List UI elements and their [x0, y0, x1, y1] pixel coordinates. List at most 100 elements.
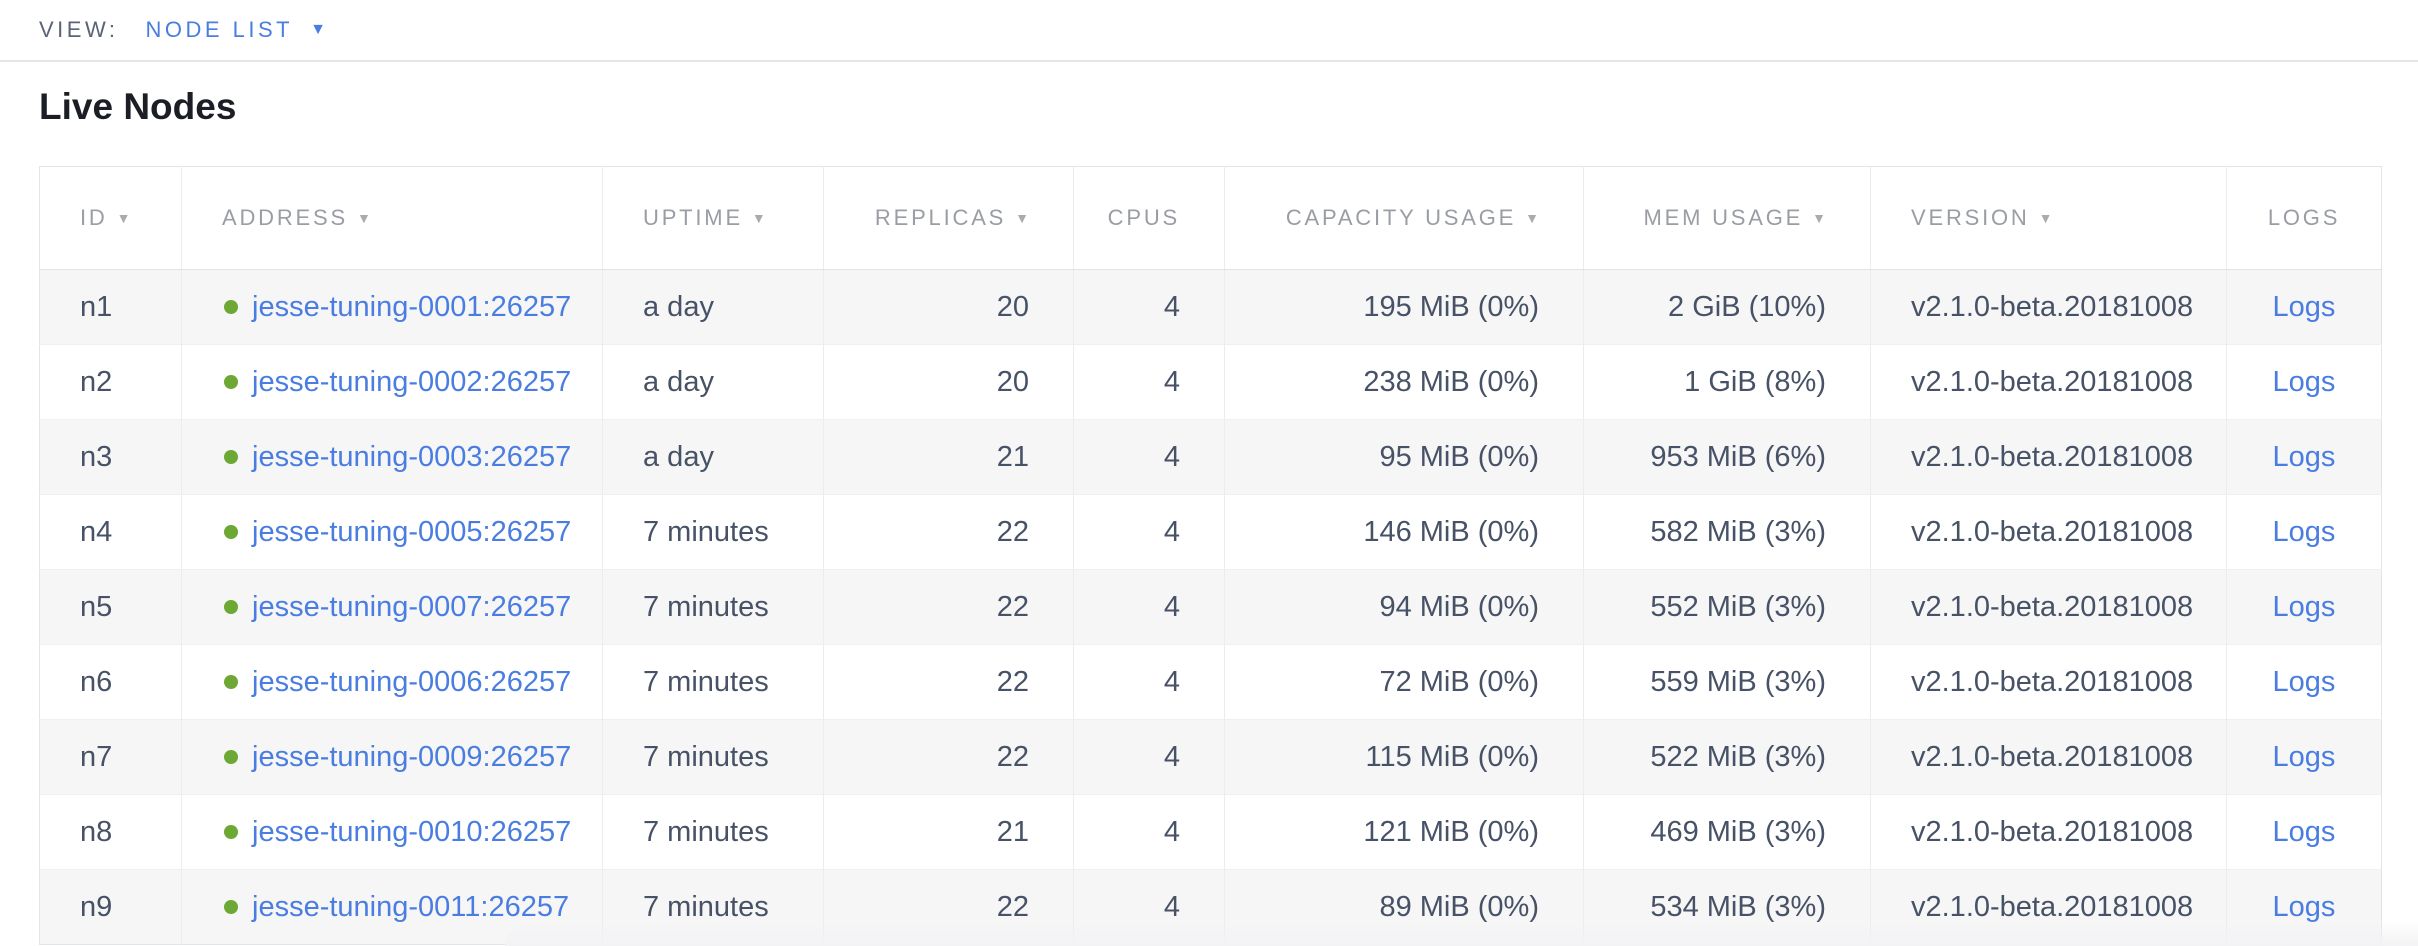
column-header-cpus: CPUS — [1073, 166, 1225, 270]
node-id-cell: n8 — [40, 795, 182, 870]
column-header-label: REPLICAS — [874, 205, 1007, 230]
node-replicas-cell: 20 — [823, 344, 1074, 420]
node-mem-usage: 2 GiB (10%) — [1668, 290, 1826, 323]
node-version-cell: v2.1.0-beta.20181008 — [1870, 269, 2227, 345]
node-cpus: 4 — [1163, 890, 1180, 923]
column-header-label: MEM USAGE — [1643, 205, 1804, 230]
column-header-id[interactable]: ID ▼ — [39, 166, 182, 270]
node-replicas-cell: 21 — [823, 419, 1074, 495]
node-replicas: 21 — [996, 440, 1029, 473]
column-header-label: LOGS — [2267, 205, 2341, 230]
node-capacity-usage-cell: 238 MiB (0%) — [1224, 344, 1584, 420]
node-id: n3 — [80, 440, 113, 473]
logs-link[interactable]: Logs — [2272, 890, 2336, 923]
node-logs-cell: Logs — [2226, 419, 2382, 495]
column-header-label: ID — [80, 205, 108, 230]
live-nodes-table: ID ▼ ADDRESS ▼ UPTIME ▼ REPLICAS ▼ CPUS CAPA… — [39, 166, 2382, 945]
node-capacity-usage: 72 MiB (0%) — [1379, 665, 1539, 698]
live-nodes-table-container: ID ▼ ADDRESS ▼ UPTIME ▼ REPLICAS ▼ CPUS CAPA… — [39, 166, 2418, 945]
column-header-capacity-usage[interactable]: CAPACITY USAGE ▼ — [1224, 166, 1584, 270]
node-mem-usage: 1 GiB (8%) — [1684, 365, 1826, 398]
sort-desc-icon: ▼ — [2038, 210, 2053, 226]
node-address-link[interactable]: jesse-tuning-0002:26257 — [252, 365, 572, 398]
node-id: n4 — [80, 515, 113, 548]
node-capacity-usage: 95 MiB (0%) — [1379, 440, 1539, 473]
logs-link[interactable]: Logs — [2272, 590, 2336, 623]
logs-link[interactable]: Logs — [2272, 440, 2336, 473]
node-mem-usage: 953 MiB (6%) — [1650, 440, 1826, 473]
node-mem-usage: 522 MiB (3%) — [1650, 740, 1826, 773]
node-address-cell: jesse-tuning-0003:26257 — [181, 419, 603, 495]
node-address-cell: jesse-tuning-0005:26257 — [181, 494, 603, 570]
column-header-address[interactable]: ADDRESS ▼ — [181, 166, 603, 270]
node-capacity-usage-cell: 115 MiB (0%) — [1224, 719, 1584, 795]
logs-link[interactable]: Logs — [2272, 815, 2336, 848]
node-uptime: 7 minutes — [643, 515, 769, 548]
node-logs-cell: Logs — [2226, 269, 2382, 345]
node-address-link[interactable]: jesse-tuning-0001:26257 — [252, 290, 572, 323]
node-id: n8 — [80, 815, 113, 848]
header-divider — [0, 60, 2418, 62]
node-logs-cell: Logs — [2226, 344, 2382, 420]
logs-link[interactable]: Logs — [2272, 290, 2336, 323]
node-id-cell: n6 — [40, 645, 182, 720]
node-cpus-cell: 4 — [1073, 719, 1225, 795]
node-mem-usage: 559 MiB (3%) — [1650, 665, 1826, 698]
view-bar: VIEW: NODE LIST ▼ — [0, 0, 2418, 60]
logs-link[interactable]: Logs — [2272, 365, 2336, 398]
node-mem-usage-cell: 582 MiB (3%) — [1583, 494, 1871, 570]
node-address-link[interactable]: jesse-tuning-0011:26257 — [252, 890, 570, 923]
node-id: n6 — [80, 665, 113, 698]
node-address-link[interactable]: jesse-tuning-0005:26257 — [252, 515, 572, 548]
node-id: n5 — [80, 590, 113, 623]
node-cpus-cell: 4 — [1073, 269, 1225, 345]
sort-desc-icon: ▼ — [1525, 210, 1539, 226]
node-mem-usage-cell: 2 GiB (10%) — [1583, 269, 1871, 345]
node-cpus: 4 — [1163, 590, 1180, 623]
node-address-link[interactable]: jesse-tuning-0007:26257 — [252, 590, 572, 623]
node-address-cell: jesse-tuning-0001:26257 — [181, 269, 603, 345]
logs-link[interactable]: Logs — [2272, 665, 2336, 698]
view-selector-dropdown[interactable]: NODE LIST ▼ — [145, 17, 325, 43]
node-capacity-usage-cell: 95 MiB (0%) — [1224, 419, 1584, 495]
sort-desc-icon: ▼ — [356, 210, 371, 226]
column-header-version[interactable]: VERSION ▼ — [1870, 166, 2227, 270]
node-address-link[interactable]: jesse-tuning-0003:26257 — [252, 440, 572, 473]
node-uptime-cell: 7 minutes — [602, 794, 824, 870]
logs-link[interactable]: Logs — [2272, 740, 2336, 773]
node-cpus-cell: 4 — [1073, 794, 1225, 870]
caret-down-icon: ▼ — [310, 21, 326, 38]
node-replicas-cell: 22 — [823, 644, 1074, 720]
node-cpus-cell: 4 — [1073, 569, 1225, 645]
node-uptime: a day — [643, 365, 714, 398]
node-replicas: 22 — [996, 740, 1029, 773]
column-header-uptime[interactable]: UPTIME ▼ — [602, 166, 824, 270]
node-address-cell: jesse-tuning-0002:26257 — [181, 344, 603, 420]
node-uptime: 7 minutes — [643, 815, 769, 848]
node-replicas: 20 — [996, 365, 1029, 398]
node-address-link[interactable]: jesse-tuning-0010:26257 — [252, 815, 572, 848]
table-header-row: ID ▼ ADDRESS ▼ UPTIME ▼ REPLICAS ▼ CPUS CAPA… — [39, 166, 2382, 270]
table-row: n3 jesse-tuning-0003:26257 a day 21 4 95… — [39, 419, 2382, 495]
node-capacity-usage-cell: 72 MiB (0%) — [1224, 644, 1584, 720]
table-row: n8 jesse-tuning-0010:26257 7 minutes 21 … — [39, 794, 2382, 870]
node-mem-usage-cell: 522 MiB (3%) — [1583, 719, 1871, 795]
logs-link[interactable]: Logs — [2272, 515, 2336, 548]
sort-desc-icon: ▼ — [751, 210, 766, 226]
node-capacity-usage: 94 MiB (0%) — [1379, 590, 1539, 623]
view-selected-value: NODE LIST — [145, 17, 294, 42]
node-version-cell: v2.1.0-beta.20181008 — [1870, 344, 2227, 420]
node-address-link[interactable]: jesse-tuning-0009:26257 — [252, 740, 572, 773]
node-version-cell: v2.1.0-beta.20181008 — [1870, 719, 2227, 795]
node-uptime: 7 minutes — [643, 665, 769, 698]
column-header-mem-usage[interactable]: MEM USAGE ▼ — [1583, 166, 1871, 270]
column-header-replicas[interactable]: REPLICAS ▼ — [823, 166, 1074, 270]
column-header-label: CAPACITY USAGE — [1285, 205, 1517, 230]
node-mem-usage: 552 MiB (3%) — [1650, 590, 1826, 623]
node-capacity-usage: 195 MiB (0%) — [1363, 290, 1539, 323]
table-row: n1 jesse-tuning-0001:26257 a day 20 4 19… — [39, 269, 2382, 345]
node-address-link[interactable]: jesse-tuning-0006:26257 — [252, 665, 572, 698]
table-row: n5 jesse-tuning-0007:26257 7 minutes 22 … — [39, 569, 2382, 645]
node-capacity-usage: 238 MiB (0%) — [1363, 365, 1539, 398]
node-cpus: 4 — [1163, 815, 1180, 848]
